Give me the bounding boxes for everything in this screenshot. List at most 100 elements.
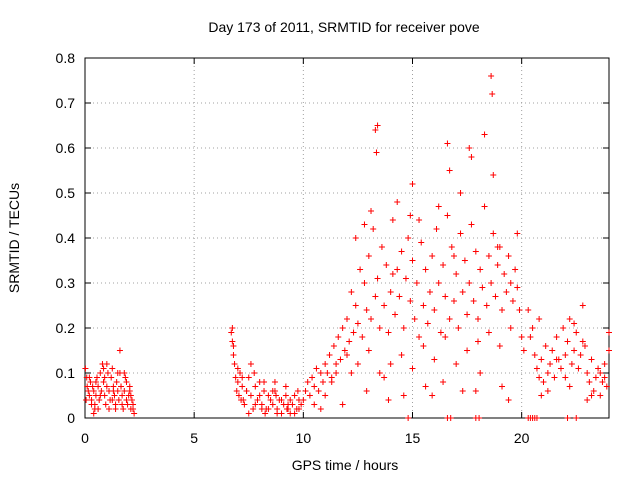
- data-point: [586, 379, 593, 385]
- data-point: [311, 383, 318, 390]
- data-point: [83, 397, 90, 403]
- data-point: [531, 352, 538, 358]
- data-point: [373, 149, 380, 156]
- data-point: [368, 316, 375, 322]
- data-point: [577, 352, 584, 358]
- data-point: [330, 343, 337, 349]
- data-point: [315, 388, 322, 394]
- data-point: [509, 298, 516, 304]
- data-point: [466, 145, 473, 151]
- data-point: [564, 415, 571, 421]
- data-point: [287, 410, 294, 417]
- data-point: [505, 397, 512, 403]
- data-point: [606, 329, 612, 336]
- data-point: [339, 325, 346, 331]
- data-point: [420, 302, 427, 309]
- data-point: [354, 361, 361, 367]
- data-point: [581, 343, 588, 349]
- data-point: [551, 374, 558, 381]
- data-point: [97, 392, 104, 399]
- data-point: [262, 410, 269, 417]
- data-point: [120, 406, 127, 412]
- data-point: [86, 392, 93, 399]
- data-point: [459, 388, 466, 394]
- data-point: [435, 203, 442, 210]
- data-point: [322, 361, 329, 367]
- data-point: [387, 361, 394, 367]
- data-point: [122, 374, 129, 381]
- data-point: [499, 383, 506, 390]
- y-axis-label: SRMTID / TECUs: [6, 183, 22, 293]
- data-point: [553, 356, 560, 363]
- data-point: [229, 338, 236, 345]
- x-tick-label: 0: [81, 430, 89, 446]
- data-point: [269, 388, 276, 394]
- x-tick-label: 15: [405, 430, 421, 446]
- data-point: [131, 410, 138, 417]
- data-point: [109, 397, 116, 403]
- data-point: [400, 392, 407, 399]
- data-point: [553, 334, 560, 340]
- data-point: [505, 253, 512, 259]
- data-point: [335, 334, 342, 340]
- data-point: [341, 347, 348, 354]
- data-point: [97, 370, 104, 376]
- data-point: [448, 244, 455, 250]
- data-point: [89, 383, 96, 390]
- data-point: [344, 316, 350, 322]
- data-point: [348, 370, 355, 376]
- data-point: [232, 374, 239, 381]
- data-point: [313, 365, 320, 372]
- data-point: [252, 401, 259, 408]
- data-point: [324, 370, 331, 376]
- data-point: [389, 271, 396, 277]
- data-point: [466, 280, 473, 286]
- data-point: [352, 235, 359, 241]
- data-point: [422, 266, 429, 273]
- data-point: [584, 370, 591, 376]
- data-point: [429, 392, 436, 399]
- data-point: [311, 401, 318, 408]
- data-point: [234, 365, 241, 372]
- data-point: [459, 289, 466, 295]
- data-point: [287, 397, 294, 403]
- x-tick-label: 10: [296, 430, 312, 446]
- data-point: [254, 397, 261, 403]
- data-point: [601, 374, 608, 381]
- data-point: [95, 406, 102, 412]
- data-point: [405, 235, 412, 241]
- data-point: [461, 257, 468, 264]
- data-point: [381, 374, 388, 381]
- data-point: [485, 329, 492, 336]
- data-point: [394, 266, 401, 273]
- data-point: [247, 392, 254, 399]
- data-point: [536, 374, 543, 381]
- data-point: [370, 226, 377, 232]
- data-point: [115, 397, 122, 403]
- data-point: [108, 374, 115, 381]
- data-point: [494, 244, 501, 250]
- data-point: [413, 280, 420, 286]
- data-point: [265, 406, 272, 412]
- data-point: [282, 383, 289, 390]
- data-point: [402, 275, 409, 282]
- data-point: [130, 406, 137, 412]
- data-point: [383, 262, 390, 268]
- data-point: [114, 370, 121, 376]
- data-point: [457, 230, 464, 237]
- data-point: [520, 347, 527, 354]
- data-point: [405, 415, 412, 421]
- data-point: [507, 280, 514, 286]
- data-point: [376, 325, 383, 331]
- data-point: [240, 397, 247, 403]
- data-point: [450, 253, 457, 259]
- data-point: [472, 388, 479, 394]
- data-point: [103, 361, 110, 367]
- data-point: [269, 401, 276, 408]
- data-point: [87, 379, 94, 385]
- data-point: [514, 230, 521, 237]
- data-point: [127, 392, 134, 399]
- data-point: [603, 383, 610, 390]
- data-point: [566, 316, 573, 322]
- data-point: [475, 316, 481, 322]
